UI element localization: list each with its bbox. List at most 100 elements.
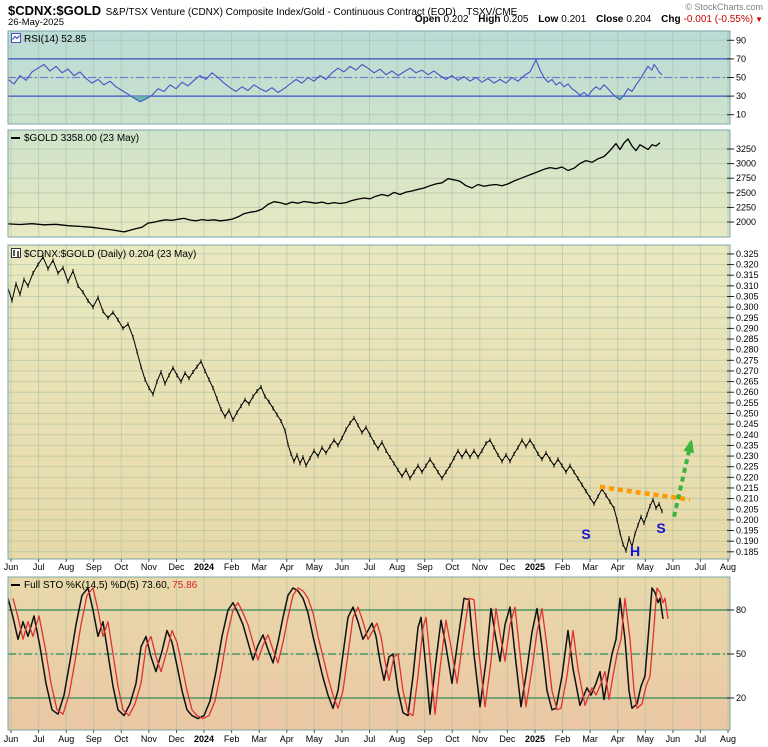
main-panel-label: $CDNX:$GOLD (Daily) 0.204 (23 May) [11, 248, 196, 261]
axis-tick-label: 0.275 [736, 355, 759, 365]
axis-tick-label: 0.205 [736, 504, 759, 514]
axis-tick-label: 50 [736, 73, 746, 83]
copyright-text: © StockCharts.com [685, 2, 763, 12]
axis-tick-label: 20 [736, 693, 746, 703]
chg-label: Chg [661, 14, 681, 25]
chart-date: 26-May-2025 [8, 17, 64, 28]
axis-tick-label: 0.245 [736, 419, 759, 429]
axis-tick-label: 0.210 [736, 494, 759, 504]
month-label: Sep [417, 734, 433, 744]
month-label: Jul [364, 562, 376, 572]
quote-summary: Open 0.202 High 0.205 Low 0.201 Close 0.204 … [408, 14, 763, 25]
high-value: 0.205 [503, 14, 529, 25]
chart-symbol: $CDNX:$GOLD [8, 3, 102, 18]
month-label: Oct [445, 734, 460, 744]
axis-tick-label: 30 [736, 91, 746, 101]
head-shoulders-letter: S [581, 526, 590, 542]
axis-tick-label: 0.200 [736, 515, 759, 525]
axis-tick-label: 0.295 [736, 313, 759, 323]
axis-tick-label: 0.305 [736, 291, 759, 301]
panel-gold: 3250 3000 2750 2500 2250 2000 [7, 129, 756, 238]
month-label: Aug [720, 562, 736, 572]
ohlc-indicator-icon [11, 248, 21, 261]
sto-d-value: 75.86 [169, 580, 198, 591]
down-triangle-icon: ▼ [755, 15, 763, 24]
month-label: Mar [582, 562, 598, 572]
month-label: Apr [611, 562, 625, 572]
panel-rsi: 90 70 50 30 10 [7, 30, 746, 125]
month-label: Dec [499, 562, 516, 572]
low-value: 0.201 [561, 14, 587, 25]
axis-tick-label: 0.195 [736, 526, 759, 536]
month-label: May [306, 734, 324, 744]
month-label: Dec [168, 734, 185, 744]
month-label: Mar [582, 734, 598, 744]
axis-tick-label: 70 [736, 54, 746, 64]
axis-tick-label: 0.220 [736, 472, 759, 482]
month-label: Apr [280, 562, 294, 572]
open-value: 0.202 [443, 14, 469, 25]
month-label: Jun [666, 562, 681, 572]
month-label: Sep [417, 562, 433, 572]
month-label: Nov [141, 562, 158, 572]
month-label: Sep [86, 562, 102, 572]
month-label: Jul [695, 734, 707, 744]
axis-tick-label: 80 [736, 605, 746, 615]
month-label: Dec [499, 734, 516, 744]
chg-value: -0.001 (-0.55%) [683, 14, 754, 25]
month-label: Oct [114, 734, 129, 744]
axis-tick-label: 2500 [736, 188, 756, 198]
time-axis: Jun Jul Aug Sep Oct Nov Dec 2024 Feb Mar Apr May Jun… [4, 559, 736, 744]
month-label: May [637, 562, 655, 572]
axis-tick-label: 0.300 [736, 302, 759, 312]
month-label: Nov [141, 734, 158, 744]
month-label: Aug [389, 562, 405, 572]
month-label: Aug [720, 734, 736, 744]
sto-label-text: Full STO %K(14,5) %D(5) 73.60, [24, 580, 170, 591]
axis-tick-label: 0.215 [736, 483, 759, 493]
axis-tick-label: 0.285 [736, 334, 759, 344]
axis-tick-label: 10 [736, 110, 746, 120]
month-label: Jul [695, 562, 707, 572]
month-label: Jul [33, 562, 45, 572]
axis-tick-label: 0.280 [736, 345, 759, 355]
axis-tick-label: 0.290 [736, 323, 759, 333]
month-label: Oct [445, 562, 460, 572]
axis-tick-label: 3250 [736, 144, 756, 154]
month-label: Jun [335, 562, 350, 572]
month-label: Aug [389, 734, 405, 744]
month-label: Mar [251, 562, 267, 572]
axis-tick-label: 0.265 [736, 377, 759, 387]
axis-tick-label: 3000 [736, 159, 756, 169]
rsi-panel-label: RSI(14) 52.85 [11, 33, 86, 46]
month-label: Mar [251, 734, 267, 744]
month-label: Oct [114, 562, 129, 572]
close-value: 0.204 [626, 14, 652, 25]
chart-description: S&P/TSX Venture (CDNX) Composite Index/G… [105, 7, 456, 18]
month-label: Dec [168, 562, 185, 572]
month-label: Feb [555, 562, 571, 572]
panel-main: SHS0.3250.3200.3150.3100.3050.3000.2950.… [7, 244, 759, 560]
gold-panel-label: $GOLD 3358.00 (23 May) [11, 133, 139, 144]
sto-panel-label: Full STO %K(14,5) %D(5) 73.60, 75.86 [11, 580, 197, 591]
axis-tick-label: 0.250 [736, 409, 759, 419]
axis-tick-label: 50 [736, 649, 746, 659]
axis-tick-label: 0.315 [736, 270, 759, 280]
month-label: Apr [280, 734, 294, 744]
axis-tick-label: 2000 [736, 217, 756, 227]
month-label: Jun [4, 734, 19, 744]
axis-tick-label: 0.270 [736, 366, 759, 376]
axis-tick-label: 0.230 [736, 451, 759, 461]
panel-sto: 80 50 20 [7, 576, 746, 731]
month-label: 2025 [525, 562, 545, 572]
month-label: May [637, 734, 655, 744]
axis-tick-label: 2250 [736, 202, 756, 212]
rsi-indicator-icon [11, 33, 21, 46]
gold-label-text: $GOLD 3358.00 (23 May) [24, 133, 140, 144]
month-label: Feb [555, 734, 571, 744]
gold-legend-line-icon [11, 137, 20, 139]
head-shoulders-letter: S [656, 520, 665, 536]
main-label-text: $CDNX:$GOLD (Daily) 0.204 (23 May) [24, 249, 197, 260]
